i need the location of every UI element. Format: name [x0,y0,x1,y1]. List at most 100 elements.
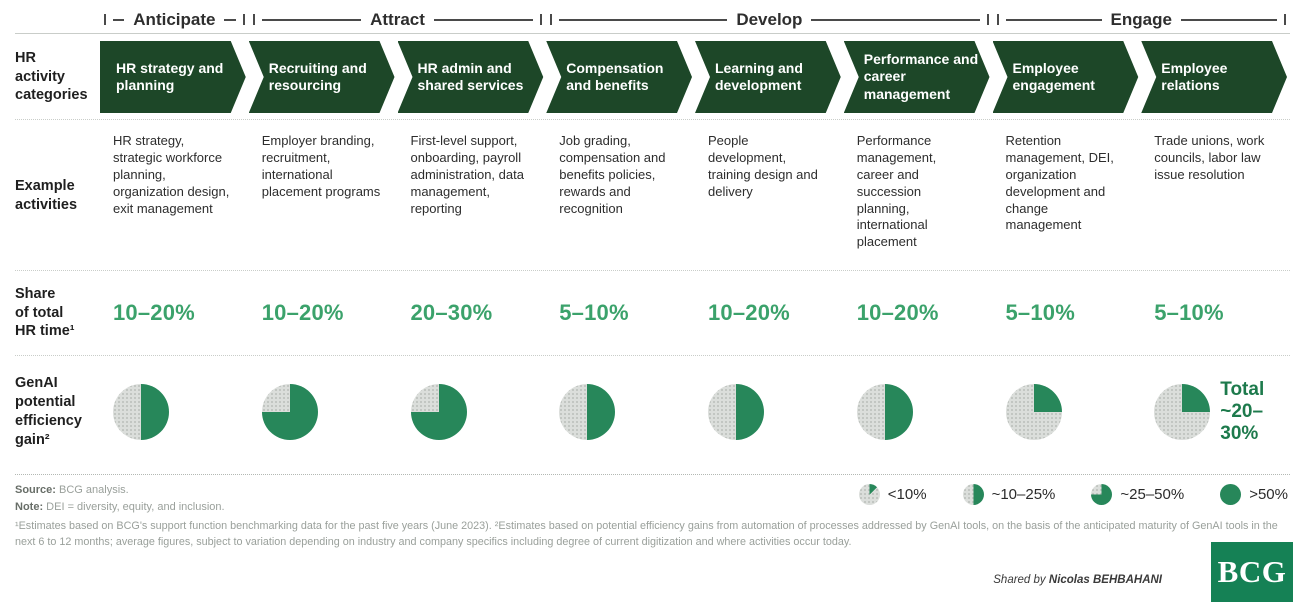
gain-cell [100,384,249,440]
gain-cell [249,384,398,440]
bcg-logo: BCG [1211,542,1293,602]
activity-cell: Trade unions, work councils, labor law i… [1154,133,1265,182]
bracket-line [433,18,534,21]
category-chevron: Performance and career management [844,41,993,113]
category-chevron: Employee relations [1141,41,1290,113]
gain-cell-total: Total ~20–30% [1141,379,1290,445]
activity-cell: Employer branding, recruitment, internat… [261,133,381,199]
activity-cell: HR strategy, strategic workforce plannin… [113,133,230,216]
share-value: 10–20% [708,300,790,325]
source-text: BCG analysis. [59,484,129,496]
pie-legend-icon-10-25 [962,484,984,505]
gain-cell [546,384,695,440]
bracket-tick [1284,14,1286,25]
pie-chart-hr-admin [410,384,467,440]
shared-by-name: Nicolas BEHBAHANI [1048,574,1162,586]
bracket-tick [996,14,999,25]
row-label-share: Share of total HR time¹ [15,285,75,340]
bracket-line [1005,18,1102,21]
bracket-line [1180,18,1277,21]
pie-legend-icon-gt50 [1220,484,1242,505]
gain-cell [695,384,844,440]
activity-cell: People development, training design and … [708,133,818,199]
total-gain-label: Total ~20–30% [1220,379,1265,444]
gain-cell [398,384,547,440]
pie-legend: <10% ~10–25% ~25–50% >50% [858,484,1288,505]
bracket-tick [540,14,543,25]
category-chevron: Compensation and benefits [546,41,695,113]
hr-category-row: HR activity categories HR strategy and p… [15,34,1290,119]
category-cell: Employee relations [1141,41,1290,113]
pie-chart-compensation [559,384,616,440]
phase-develop: Develop [546,10,992,30]
row-label-examples: Example activities [15,177,78,213]
gain-cell [844,384,993,440]
shared-by-prefix: Shared by [993,574,1046,586]
gain-cell [993,384,1142,440]
phase-label: Develop [736,9,803,29]
pie-legend-icon-lt10 [858,484,880,505]
pie-chart-learning [708,384,764,440]
share-value: 5–10% [1154,300,1224,325]
section-divider [15,270,1290,271]
share-value: 10–20% [261,300,344,325]
bracket-line [113,18,125,21]
phase-label: Engage [1110,9,1172,29]
category-chevron: HR strategy and planning [100,41,249,113]
pie-chart-relations [1154,384,1211,440]
bracket-line [224,18,236,21]
legend-label: ~10–25% [991,486,1056,503]
phase-label: Anticipate [133,9,216,29]
category-cell: Learning and development [695,41,844,113]
legend-label: >50% [1249,486,1288,503]
phase-anticipate: Anticipate [100,10,249,30]
category-cell: Compensation and benefits [546,41,695,113]
legend-item-gt50: >50% [1220,484,1288,505]
legend-label: ~25–50% [1120,486,1185,503]
share-value: 5–10% [1005,300,1076,325]
category-cell: Performance and career management [844,41,993,113]
category-chevron: Employee engagement [993,41,1142,113]
share-of-hr-time-row: Share of total HR time¹ 10–20% 10–20% 20… [15,271,1290,355]
note-label: Note: [15,500,44,513]
section-divider [15,119,1290,120]
source-label: Source: [15,484,56,496]
share-value: 10–20% [113,300,195,325]
activity-cell: Retention management, DEI, organization … [1005,133,1114,233]
section-divider [15,355,1290,356]
pie-chart-engagement [1005,384,1062,440]
bracket-line [811,18,980,21]
share-value: 10–20% [856,300,939,325]
note-line: Note: DEI = diversity, equity, and inclu… [15,499,1290,516]
share-value: 5–10% [559,300,629,325]
pie-chart-recruiting [261,384,318,440]
row-label-genai: GenAI potential efficiency gain² [15,375,82,448]
bracket-tick [550,14,553,25]
legend-item-10-25: ~10–25% [962,484,1056,505]
legend-label: <10% [887,486,927,503]
phase-attract: Attract [249,10,547,30]
section-divider [15,33,1290,34]
legend-item-lt10: <10% [858,484,927,505]
bracket-tick [252,14,255,25]
pie-legend-icon-25-50 [1091,484,1113,505]
footer: Source: BCG analysis. Note: DEI = divers… [15,474,1293,602]
category-cell: Employee engagement [993,41,1142,113]
genai-gain-row: GenAI potential efficiency gain² Total ~… [15,356,1290,468]
note-text: DEI = diversity, equity, and inclusion. [46,500,225,513]
phase-engage: Engage [993,10,1291,30]
activity-cell: First-level support, onboarding, payroll… [410,133,524,216]
activity-cell: Job grading, compensation and benefits p… [559,133,666,216]
bracket-tick [104,14,106,25]
category-cell: HR admin and shared services [398,41,547,113]
source-line: Source: BCG analysis. [15,482,1290,499]
phase-header-row: Anticipate Attract Develop Engage [15,6,1290,33]
category-cell: Recruiting and resourcing [249,41,398,113]
category-chevron: Learning and development [695,41,844,113]
footnotes: ¹Estimates based on BCG's support functi… [15,520,1278,548]
phase-label: Attract [370,9,425,29]
bracket-tick [986,14,989,25]
example-activities-row: Example activities HR strategy, strategi… [15,120,1290,270]
shared-by: Shared by Nicolas BEHBAHANI [993,574,1162,586]
